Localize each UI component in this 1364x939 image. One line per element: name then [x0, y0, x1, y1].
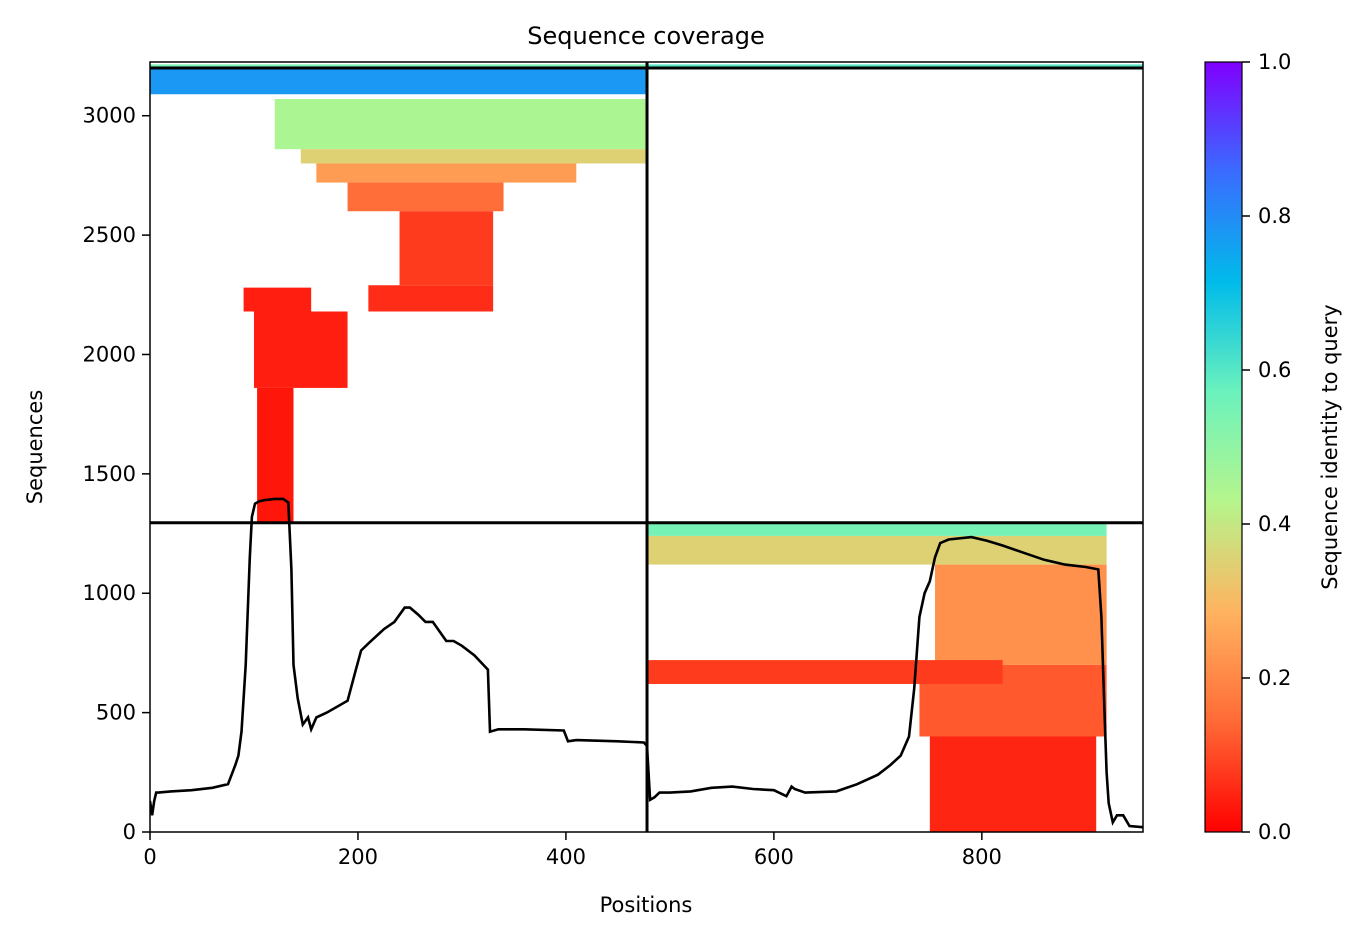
- y-tick-label: 1000: [83, 581, 136, 605]
- x-tick-label: 600: [754, 845, 794, 869]
- msa-band: [935, 564, 1107, 665]
- colorbar-tick-label: 0.4: [1258, 512, 1291, 536]
- msa-band: [243, 287, 312, 312]
- colorbar-tick-label: 1.0: [1258, 50, 1291, 74]
- colorbar-tick-label: 0.8: [1258, 204, 1291, 228]
- msa-band: [253, 311, 348, 388]
- x-tick-label: 400: [546, 845, 586, 869]
- coverage-line: [150, 497, 1143, 829]
- msa-band: [647, 524, 1107, 536]
- msa-band: [368, 285, 494, 312]
- colorbar-tick-label: 0.0: [1258, 820, 1291, 844]
- x-axis-label: Positions: [600, 893, 693, 917]
- msa-band: [647, 660, 1003, 684]
- y-axis: 0 500 1000 1500 2000 2500 3000: [83, 104, 150, 844]
- plot-area: [150, 62, 1143, 832]
- colorbar-ticks: 0.0 0.2 0.4 0.6 0.8 1.0: [1242, 50, 1291, 844]
- msa-bands: [150, 64, 1143, 832]
- msa-band: [274, 99, 648, 150]
- y-tick-label: 0: [123, 820, 136, 844]
- msa-band: [929, 736, 1097, 832]
- colorbar-tick-label: 0.2: [1258, 666, 1291, 690]
- colorbar-tick-label: 0.6: [1258, 358, 1291, 382]
- colorbar: 0.0 0.2 0.4 0.6 0.8 1.0 Sequence identity to …: [1204, 50, 1342, 844]
- colorbar-label: Sequence identity to query: [1318, 304, 1342, 589]
- y-tick-label: 500: [96, 701, 136, 725]
- colorbar-gradient: [1204, 61, 1243, 833]
- x-axis: 0 200 400 600 800: [143, 832, 1002, 869]
- msa-band: [347, 182, 504, 212]
- y-axis-label: Sequences: [23, 390, 47, 505]
- plot-frame: [149, 61, 1144, 833]
- y-tick-label: 3000: [83, 104, 136, 128]
- chart-title: Sequence coverage: [527, 22, 764, 50]
- x-tick-label: 800: [962, 845, 1002, 869]
- msa-band: [647, 535, 1107, 565]
- msa-band: [300, 149, 648, 164]
- msa-band: [647, 64, 1143, 68]
- msa-band: [150, 67, 648, 95]
- msa-band: [150, 64, 648, 68]
- x-tick-label: 200: [338, 845, 378, 869]
- msa-band: [399, 211, 494, 286]
- y-tick-label: 1500: [83, 462, 136, 486]
- y-tick-label: 2500: [83, 223, 136, 247]
- x-tick-label: 0: [143, 845, 156, 869]
- y-tick-label: 2000: [83, 342, 136, 366]
- msa-band: [316, 163, 577, 183]
- chain-boundaries: [150, 62, 1143, 832]
